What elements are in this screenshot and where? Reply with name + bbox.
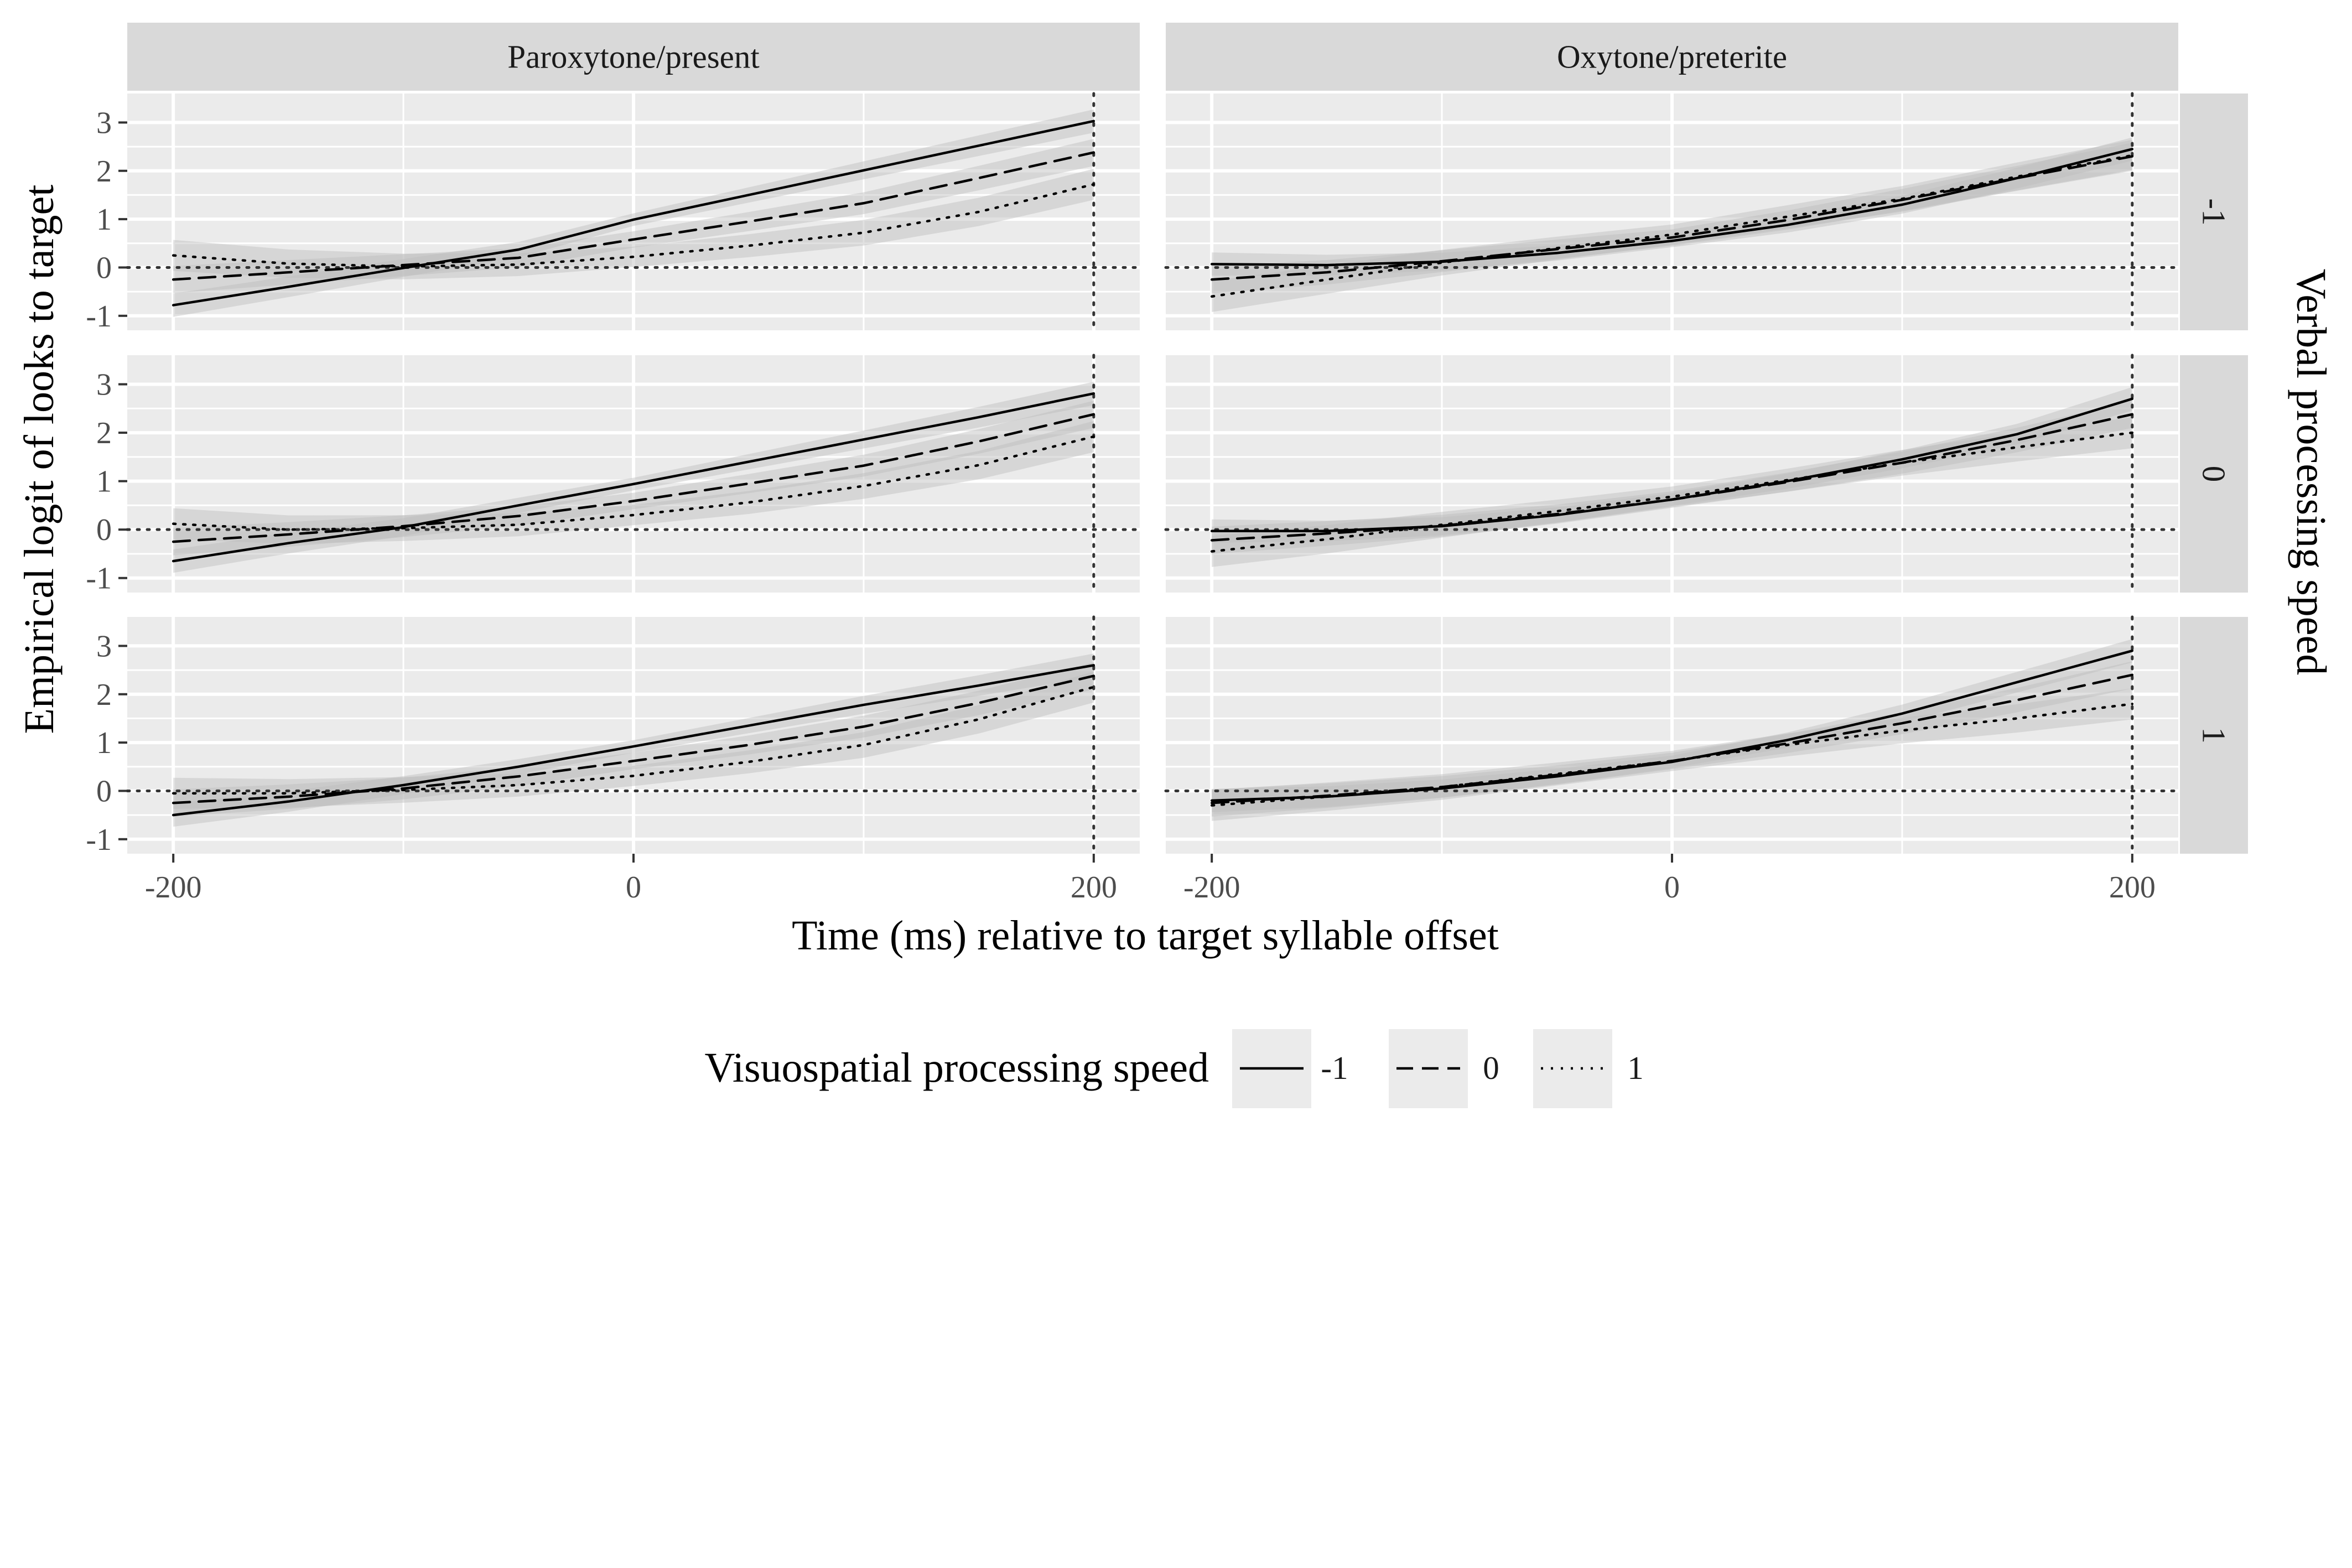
y-tick-label: 0 — [96, 513, 112, 547]
confidence-band — [173, 671, 1094, 809]
series-line-0 — [172, 413, 1095, 543]
y-tick-label: 1 — [96, 726, 112, 760]
facet-panel — [126, 354, 1141, 594]
row-facet-title: Verbal processing speed — [2288, 269, 2334, 675]
x-tick-label: 0 — [626, 870, 641, 905]
confidence-band — [173, 653, 1094, 827]
series-line-0 — [1210, 413, 2134, 542]
series-line--1 — [172, 120, 1095, 307]
row-strip: 1 — [2180, 617, 2248, 854]
y-axis-title: Empirical logit of looks to target — [16, 185, 63, 734]
series-line-0 — [1210, 673, 2134, 804]
series-line-0 — [172, 674, 1095, 804]
y-tick-label: 0 — [96, 774, 112, 808]
confidence-band — [173, 139, 1094, 293]
x-axis-title: Time (ms) relative to target syllable of… — [792, 912, 1499, 959]
legend-entry: 1 — [1533, 1029, 1644, 1108]
y-tick-label: 1 — [96, 465, 112, 499]
row-strip: -1 — [2180, 94, 2248, 330]
row-strip-label: -1 — [2196, 198, 2232, 225]
row-strip-label: 0 — [2196, 466, 2232, 482]
y-tick-label: -1 — [86, 823, 112, 857]
facet-panel — [126, 92, 1141, 332]
confidence-band — [173, 401, 1094, 555]
confidence-band — [1212, 661, 2132, 817]
row-strip-label: 1 — [2196, 727, 2232, 744]
legend-label: -1 — [1321, 1050, 1348, 1086]
confidence-band — [173, 662, 1094, 817]
y-tick-label: 2 — [96, 154, 112, 189]
confidence-band — [1212, 401, 2132, 554]
legend: Visuospatial processing speed -1 0 1 — [705, 1029, 1644, 1108]
y-tick-label: 0 — [96, 251, 112, 285]
column-strip: Paroxytone/present — [127, 23, 1140, 91]
confidence-band — [1212, 387, 2132, 543]
y-tick-label: 1 — [96, 203, 112, 237]
confidence-band — [1212, 417, 2132, 567]
x-tick-label: 200 — [2109, 870, 2156, 905]
series-line-0 — [172, 151, 1095, 281]
facet-panel — [126, 615, 1141, 855]
facet-panel — [1164, 354, 2180, 594]
y-tick-label: 3 — [96, 106, 112, 140]
strip-background — [127, 23, 1140, 91]
column-strip-label: Oxytone/preterite — [1557, 39, 1787, 75]
x-tick-label: -200 — [145, 870, 202, 905]
column-strip-label: Paroxytone/present — [507, 39, 760, 75]
strip-background — [2180, 94, 2248, 330]
series-line-1 — [172, 183, 1095, 268]
series-line-0 — [1210, 155, 2134, 281]
y-tick-label: -1 — [86, 562, 112, 596]
series-line--1 — [172, 664, 1095, 817]
legend-label: 0 — [1483, 1050, 1499, 1086]
series-line--1 — [172, 392, 1095, 563]
strip-background — [2180, 617, 2248, 854]
legend-label: 1 — [1627, 1050, 1644, 1086]
row-strip: 0 — [2180, 355, 2248, 593]
y-tick-label: 2 — [96, 678, 112, 712]
legend-entry: 0 — [1389, 1029, 1499, 1108]
confidence-band — [1212, 639, 2132, 812]
x-tick-label: 200 — [1071, 870, 1117, 905]
x-tick-label: -200 — [1183, 870, 1240, 905]
facet-panel — [1164, 92, 2180, 332]
series-line--1 — [1210, 148, 2134, 267]
confidence-band — [173, 420, 1094, 544]
legend-entry: -1 — [1232, 1029, 1348, 1108]
confidence-band — [1212, 142, 2132, 293]
column-strip: Oxytone/preterite — [1166, 23, 2178, 91]
y-tick-label: 2 — [96, 416, 112, 450]
facet-panel — [1164, 615, 2180, 855]
strip-background — [1166, 23, 2178, 91]
strip-background — [2180, 355, 2248, 593]
confidence-band — [1212, 139, 2132, 312]
series-line-1 — [172, 686, 1095, 795]
x-tick-label: 0 — [1664, 870, 1680, 905]
series-line-1 — [172, 435, 1095, 531]
y-tick-label: 3 — [96, 368, 112, 402]
legend-title: Visuospatial processing speed — [705, 1045, 1209, 1091]
confidence-band — [1212, 137, 2132, 276]
y-tick-label: 3 — [96, 629, 112, 663]
y-tick-label: -1 — [86, 299, 112, 334]
